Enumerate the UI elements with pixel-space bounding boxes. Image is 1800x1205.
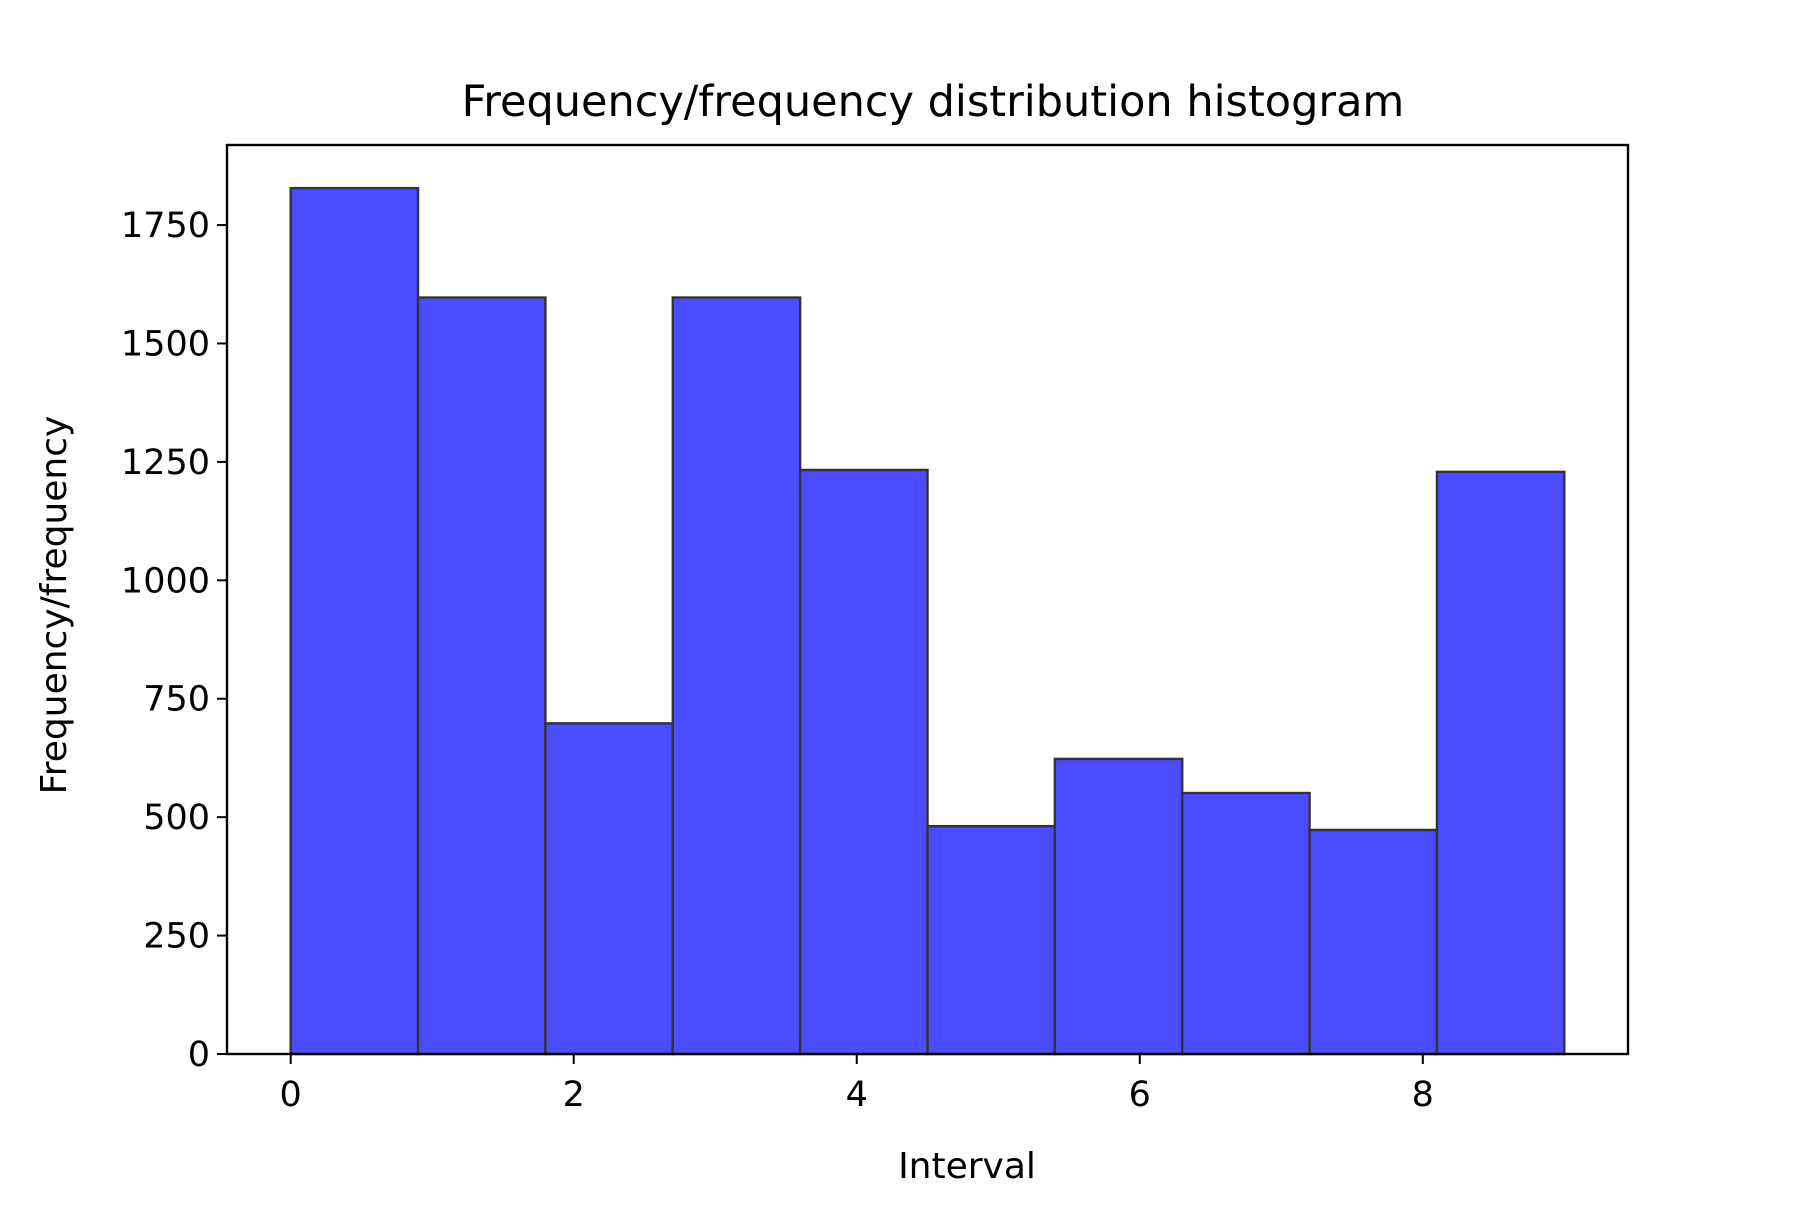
histogram-bar-3 — [671, 296, 802, 1056]
x-tick-label: 8 — [1412, 1075, 1434, 1115]
y-tick-label: 250 — [143, 917, 210, 957]
histogram-bar-7 — [1181, 791, 1311, 1056]
y-tick-label: 500 — [143, 798, 210, 838]
y-tick-label: 1500 — [121, 324, 210, 364]
histogram-bar-5 — [926, 824, 1057, 1056]
bars-group — [289, 186, 1566, 1056]
histogram-bar-8 — [1308, 828, 1439, 1056]
histogram-bar-1 — [416, 296, 547, 1056]
x-tick-label: 0 — [280, 1075, 302, 1115]
y-tick-label: 0 — [188, 1035, 210, 1075]
histogram-bar-9 — [1435, 470, 1566, 1056]
x-tick-label: 4 — [846, 1075, 868, 1115]
x-axis-label: Interval — [898, 1146, 1036, 1187]
chart-title: Frequency/frequency distribution histogr… — [462, 77, 1405, 127]
x-axis-ticks: 0 2 4 6 8 — [280, 1054, 1434, 1115]
y-tick-label: 1750 — [121, 206, 210, 246]
y-tick-label: 1250 — [121, 443, 210, 483]
y-axis-label: Frequency/frequency — [34, 416, 75, 795]
y-tick-label: 1000 — [121, 561, 210, 601]
x-tick-label: 6 — [1129, 1075, 1151, 1115]
histogram-bar-4 — [798, 468, 929, 1056]
plot-area-frame — [225, 143, 1630, 1056]
histogram-bar-2 — [544, 722, 674, 1056]
histogram-bar-6 — [1053, 757, 1184, 1056]
y-tick-label: 750 — [143, 680, 210, 720]
y-axis-ticks: 0 250 500 750 1000 1250 1500 1750 — [121, 206, 227, 1075]
histogram-bar-0 — [289, 186, 420, 1056]
x-tick-label: 2 — [563, 1075, 585, 1115]
